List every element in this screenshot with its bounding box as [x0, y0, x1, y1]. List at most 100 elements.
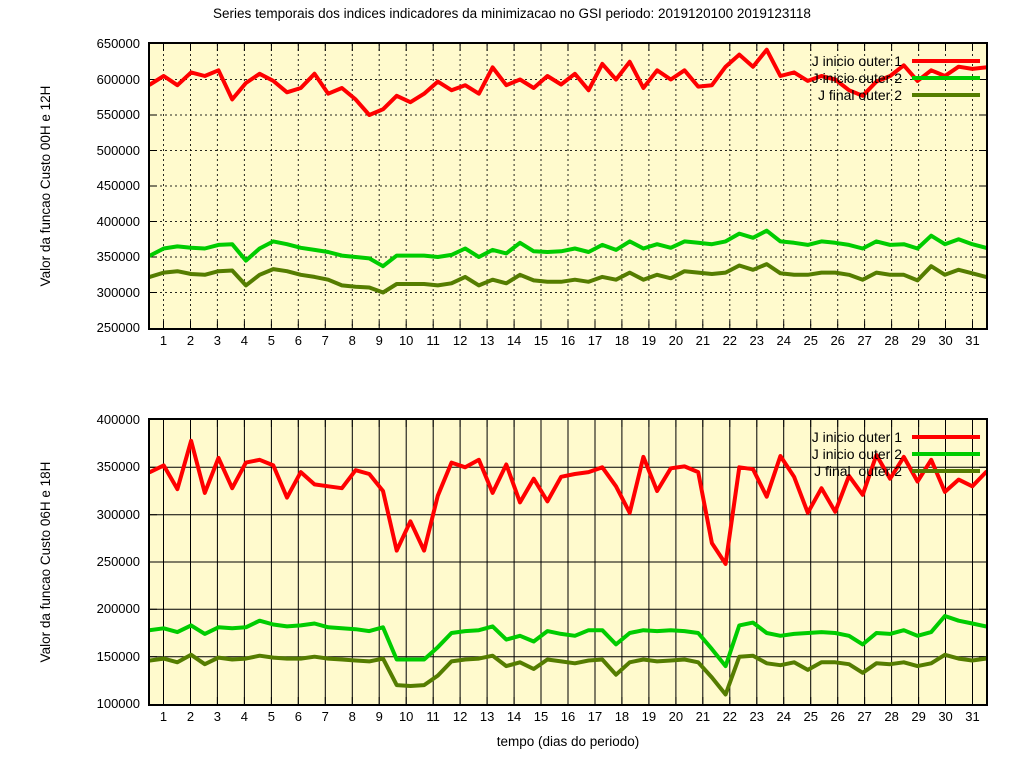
series-line-J-inicio-outer-1 [148, 438, 988, 566]
x-tick-label: 11 [426, 709, 440, 724]
series-line-J-inicio-outer-2 [148, 614, 988, 669]
x-tick-label: 23 [749, 709, 764, 724]
legend-line-sample [912, 75, 980, 80]
x-tick-label: 18 [614, 709, 630, 724]
x-tick-label: 14 [506, 709, 522, 724]
x-tick-label: 24 [776, 333, 791, 348]
legend-row: J inicio outer 1 [812, 428, 980, 445]
x-tick-label: 28 [884, 709, 899, 724]
y-tick-label: 300000 [96, 284, 140, 300]
x-tick-label: 9 [375, 709, 383, 724]
y-tick-label: 350000 [96, 459, 140, 475]
y-axis-label-top: Valor da funcao Custo 00H e 12H [38, 85, 53, 287]
x-tick-label: 31 [965, 709, 980, 724]
legend-label: J inicio outer 2 [811, 445, 902, 462]
x-tick-label: 27 [857, 333, 872, 348]
x-tick-label: 13 [479, 333, 495, 348]
legend-row: J inicio outer 1 [812, 52, 980, 69]
x-tick-label: 25 [803, 333, 818, 348]
x-tick-label: 3 [213, 333, 222, 348]
x-tick-label: 27 [857, 709, 872, 724]
series-line-J-inicio-outer-1 [148, 47, 988, 117]
x-tick-label: 17 [587, 333, 603, 348]
x-tick-label: 5 [267, 333, 275, 348]
legend-row: J inicio outer 2 [812, 69, 980, 86]
x-tick-label: 29 [911, 709, 926, 724]
series-line-J-inicio-outer-2 [148, 228, 988, 269]
legend-row: J final outer 2 [812, 86, 980, 103]
x-tick-label: 3 [213, 709, 222, 724]
x-tick-label: 29 [911, 333, 926, 348]
x-tick-label: 18 [614, 333, 630, 348]
x-tick-label: 26 [830, 333, 845, 348]
x-tick-label: 17 [587, 709, 603, 724]
legend-label: J final outer 2 [814, 462, 902, 479]
y-tick-label: 100000 [96, 696, 140, 711]
x-tick-label: 5 [267, 709, 275, 724]
x-tick-label: 20 [668, 709, 684, 724]
x-tick-label: 7 [321, 333, 329, 348]
legend-line-sample [912, 434, 980, 439]
x-tick-label: 8 [348, 333, 356, 348]
x-tick-label: 1 [159, 709, 168, 724]
x-tick-label: 14 [506, 333, 522, 348]
x-tick-label: 6 [294, 333, 302, 348]
x-tick-label: 12 [452, 333, 468, 348]
x-tick-label: 12 [452, 709, 468, 724]
x-tick-label: 13 [479, 709, 495, 724]
y-tick-label: 250000 [96, 554, 140, 569]
legend-line-sample [912, 92, 980, 97]
x-tick-label: 24 [776, 709, 791, 724]
y-tick-label: 150000 [96, 648, 140, 664]
y-tick-label: 400000 [96, 213, 140, 229]
x-tick-label: 21 [695, 333, 711, 348]
x-tick-label: 28 [884, 333, 899, 348]
x-tick-label: 22 [722, 333, 738, 348]
x-tick-label: 4 [240, 709, 248, 724]
x-tick-label: 26 [830, 709, 845, 724]
legend-label: J final outer 2 [817, 86, 902, 103]
x-tick-label: 9 [375, 333, 383, 348]
x-tick-label: 7 [321, 709, 329, 724]
x-tick-label: 16 [560, 333, 576, 348]
x-tick-label: 6 [294, 709, 302, 724]
x-tick-label: 15 [533, 709, 549, 724]
y-axis-label-bottom: Valor da funcao Custo 06H e 18H [38, 461, 53, 663]
y-tick-label: 550000 [96, 107, 140, 122]
series-line-J-final-outer-2 [148, 262, 988, 295]
x-tick-label: 30 [938, 709, 953, 724]
y-tick-label: 200000 [96, 601, 140, 617]
x-tick-label: 23 [749, 333, 764, 348]
legend-line-sample [912, 451, 980, 456]
x-tick-label: 20 [668, 333, 684, 348]
legend-line-sample [912, 468, 980, 473]
x-tick-label: 15 [533, 333, 549, 348]
x-tick-label: 31 [965, 333, 980, 348]
x-tick-label: 2 [186, 709, 195, 724]
chart-svg [148, 420, 988, 704]
x-tick-label: 25 [803, 709, 818, 724]
y-tick-label: 600000 [96, 71, 140, 87]
y-tick-label: 300000 [96, 506, 140, 522]
x-tick-label: 4 [240, 333, 248, 348]
legend-line-sample [912, 58, 980, 63]
legend-row: J final outer 2 [812, 462, 980, 479]
y-tick-label: 450000 [96, 178, 140, 193]
x-tick-label: 19 [641, 709, 657, 724]
x-tick-label: 2 [186, 333, 195, 348]
x-tick-label: 21 [695, 709, 711, 724]
x-tick-label: 10 [398, 709, 414, 724]
plot-canvas-top [148, 44, 988, 328]
legend-label: J inicio outer 1 [811, 52, 902, 69]
legend-row: J inicio outer 2 [812, 445, 980, 462]
x-tick-label: 19 [641, 333, 657, 348]
chart-title: Series temporais dos indices indicadores… [213, 6, 811, 21]
y-tick-label: 350000 [96, 249, 140, 264]
x-tick-label: 30 [938, 333, 953, 348]
legend-label: J inicio outer 2 [811, 69, 902, 86]
